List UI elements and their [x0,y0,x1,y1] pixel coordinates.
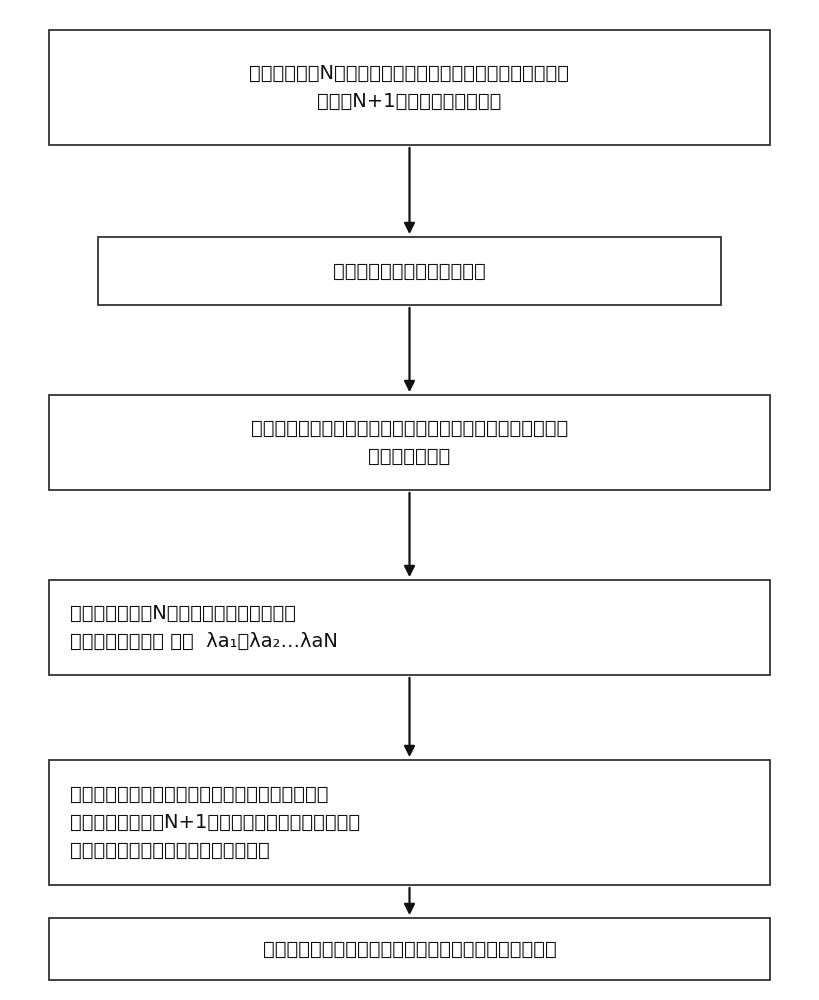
Bar [49,760,770,885]
Text: 将各调制类型组合所得到的各个分量信号功率占总
功率的比值带入第N+1个方程中判断筛选，得到正确
的分量调制类型组合以及分量信号功率: 将各调制类型组合所得到的各个分量信号功率占总 功率的比值带入第N+1个方程中判断… [70,785,360,860]
Bar [49,30,770,145]
Text: 代入方程组中前N个方程，求得各个分量信
号功率占总功率的 比值  λa₁、λa₂…λaN: 代入方程组中前N个方程，求得各个分量信 号功率占总功率的 比值 λa₁、λa₂…… [70,604,337,651]
Text: 遍历分量信号的调制类型组合，通过查表法得到其理论归一化
高阶累积量的值: 遍历分量信号的调制类型组合，通过查表法得到其理论归一化 高阶累积量的值 [251,419,568,466]
Bar [49,580,770,675]
Text: 构建归一化高阶累积量方程组: 构建归一化高阶累积量方程组 [333,261,486,280]
Text: 通过求得的各分量信号功率占总功率的比值，估计信噪比: 通过求得的各分量信号功率占总功率的比值，估计信噪比 [263,940,556,958]
Text: 若测量信号由N个分量信号以及高斯白噪声混合而成，求测量
信号的N+1个归一化高阶累积量: 若测量信号由N个分量信号以及高斯白噪声混合而成，求测量 信号的N+1个归一化高阶… [250,64,569,111]
Bar [49,918,770,980]
Bar [49,395,770,490]
Bar [98,237,721,305]
